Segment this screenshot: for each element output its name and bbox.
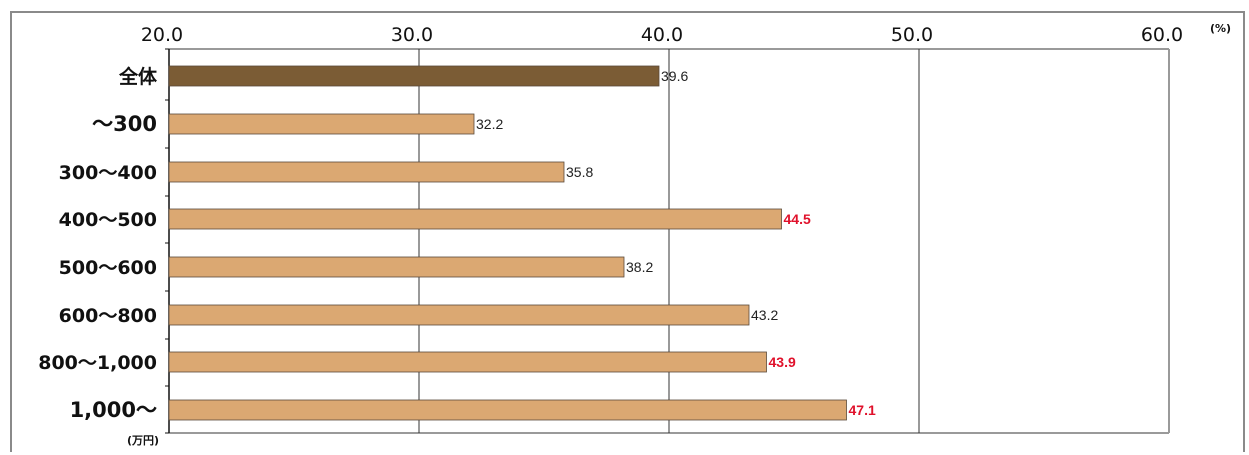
chart-frame: [10, 11, 1245, 452]
bar-3: [168, 161, 565, 183]
bar-6: [168, 304, 750, 326]
bar-1: [168, 65, 660, 87]
category-label-6: 600～800: [59, 305, 157, 327]
category-label-1: 全体: [118, 65, 158, 88]
label-layer: 20.0 30.0 40.0 50.0 60.0 全体 39.6 ～300 32.2 300～40…: [38, 24, 1183, 422]
value-label-7: 43.9: [769, 354, 796, 370]
bar-layer: [168, 65, 847, 421]
category-label-7: 800～1,000: [38, 352, 157, 374]
bar-8: [168, 399, 847, 421]
category-label-5: 500～600: [59, 257, 157, 279]
value-label-1: 39.6: [661, 68, 688, 84]
x-unit-label: (%): [1210, 22, 1231, 35]
bar-5: [168, 256, 625, 278]
value-label-3: 35.8: [566, 164, 593, 180]
value-label-2: 32.2: [476, 116, 503, 132]
x-tick-label-60.0: 60.0: [1141, 24, 1183, 46]
value-label-8: 47.1: [849, 402, 876, 418]
x-tick-label-40.0: 40.0: [641, 24, 683, 46]
x-tick-label-50.0: 50.0: [891, 24, 933, 46]
bar-2: [168, 113, 475, 135]
category-label-2: ～300: [92, 112, 157, 136]
value-label-4: 44.5: [784, 211, 811, 227]
bar-7: [168, 351, 767, 373]
grid-layer: [165, 48, 1170, 434]
category-label-8: 1,000～: [70, 398, 157, 422]
category-label-3: 300～400: [59, 162, 157, 184]
value-label-6: 43.2: [751, 307, 778, 323]
y-unit-label: (万円): [127, 434, 159, 447]
x-tick-label-20.0: 20.0: [141, 24, 183, 46]
bar-4: [168, 208, 782, 230]
category-label-4: 400～500: [59, 209, 157, 231]
value-label-5: 38.2: [626, 259, 653, 275]
x-tick-label-30.0: 30.0: [391, 24, 433, 46]
